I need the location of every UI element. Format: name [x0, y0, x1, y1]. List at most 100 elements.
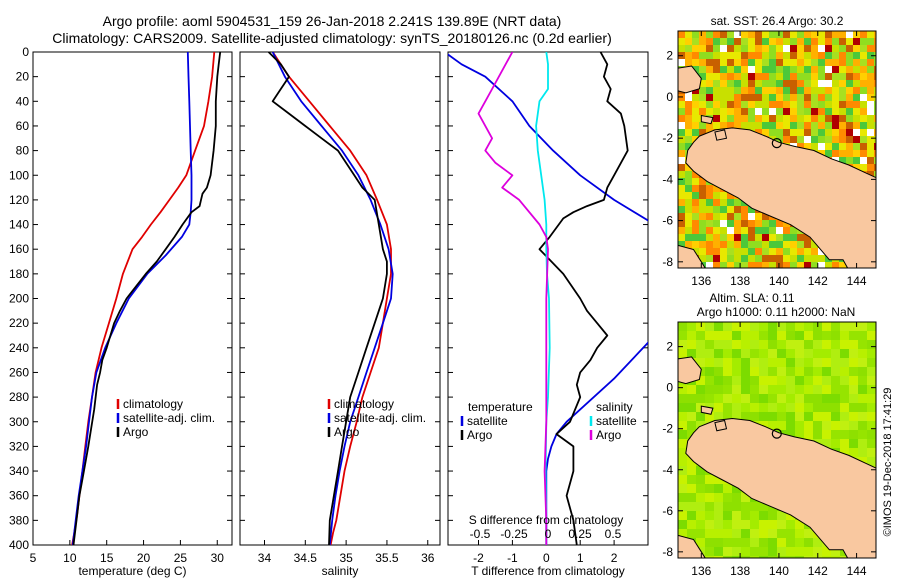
- map-cell: [706, 122, 714, 130]
- map-cell: [797, 94, 805, 102]
- map-cell: [685, 129, 693, 137]
- map-cell: [797, 52, 805, 60]
- map-cell: [846, 66, 854, 74]
- map-cell: [714, 385, 724, 395]
- map-cell: [723, 331, 733, 341]
- map-cell: [853, 164, 861, 172]
- map-cell: [685, 185, 693, 193]
- map-cell: [734, 31, 742, 39]
- map-cell: [786, 349, 796, 359]
- map-cell: [769, 248, 777, 256]
- map-cell: [748, 94, 756, 102]
- map-cell: [811, 115, 819, 123]
- map-cell: [685, 143, 693, 151]
- map-cell: [755, 94, 763, 102]
- map-cell: [699, 94, 707, 102]
- map-cell: [818, 129, 826, 137]
- land-polygon: [700, 405, 714, 415]
- series-group: [448, 52, 648, 545]
- map-cell: [768, 421, 778, 431]
- map-cell: [705, 322, 715, 332]
- map-cell: [741, 45, 749, 53]
- map-cell: [840, 421, 850, 431]
- map-cell: [727, 234, 735, 242]
- map-cell: [687, 529, 697, 539]
- map-cell: [734, 199, 742, 207]
- map-cell: [692, 227, 700, 235]
- map-cell: [822, 331, 832, 341]
- map-cell: [748, 52, 756, 60]
- map-cell: [849, 322, 859, 332]
- map-cell: [741, 31, 749, 39]
- map-cell: [867, 439, 876, 449]
- map-cell: [849, 439, 859, 449]
- map-cell: [783, 115, 791, 123]
- map-cell: [713, 255, 721, 263]
- map-cell: [858, 322, 868, 332]
- map-cell: [713, 80, 721, 88]
- map-cell: [699, 213, 707, 221]
- map-cell: [678, 143, 686, 151]
- map-cell: [853, 157, 861, 165]
- map-cell: [678, 394, 688, 404]
- map-cell: [705, 385, 715, 395]
- map-cell: [839, 38, 847, 46]
- map-cell: [720, 255, 728, 263]
- map-cell: [696, 520, 706, 530]
- map-cell: [678, 520, 688, 530]
- legend-label: satellite: [467, 414, 508, 428]
- map-cell: [831, 322, 841, 332]
- map-cell: [723, 493, 733, 503]
- map-cell: [678, 234, 686, 242]
- map-cell: [696, 529, 706, 539]
- map-cell: [678, 349, 688, 359]
- map-cell: [727, 199, 735, 207]
- map-cell: [797, 87, 805, 95]
- map-cell: [750, 349, 760, 359]
- map-cell: [818, 38, 826, 46]
- map-cell: [759, 340, 769, 350]
- map-cell: [678, 199, 686, 207]
- map-cell: [714, 331, 724, 341]
- map-cell: [741, 493, 751, 503]
- map-cell: [777, 547, 787, 557]
- map-cell: [804, 385, 814, 395]
- map-cell: [755, 45, 763, 53]
- map-cell: [818, 255, 826, 263]
- map-cell: [732, 403, 742, 413]
- map-cell: [748, 101, 756, 109]
- map-cell: [692, 199, 700, 207]
- map-cell: [853, 129, 861, 137]
- legend-label: satellite: [596, 414, 637, 428]
- map-cell: [831, 376, 841, 386]
- map-cell: [818, 115, 826, 123]
- map-cell: [786, 367, 796, 377]
- map-cell: [874, 115, 876, 123]
- map-cell: [748, 115, 756, 123]
- map-cell: [853, 66, 861, 74]
- map-cell: [825, 94, 833, 102]
- map-cell: [783, 122, 791, 130]
- series-line-temperature-argo: [538, 52, 629, 545]
- map-cell: [849, 385, 859, 395]
- map-cell: [678, 331, 688, 341]
- map-cell: [768, 511, 778, 521]
- map-cell: [860, 80, 868, 88]
- y-tick-label: 140: [9, 218, 29, 232]
- map-cell: [713, 45, 721, 53]
- map-cell: [783, 220, 791, 228]
- map-cell: [741, 529, 751, 539]
- map-cell: [750, 502, 760, 512]
- map-cell: [832, 80, 840, 88]
- map-cell: [692, 241, 700, 249]
- map-cell: [741, 322, 751, 332]
- map-cell: [734, 108, 742, 116]
- map-cell: [705, 367, 715, 377]
- map-cell: [741, 80, 749, 88]
- map-cell: [678, 59, 686, 67]
- map-cell: [685, 227, 693, 235]
- map-cell: [846, 80, 854, 88]
- y-tick-label: 340: [9, 464, 29, 478]
- plot-area: 0204060801001201401601802002202402602803…: [9, 14, 877, 578]
- argo-position-marker: [771, 428, 782, 439]
